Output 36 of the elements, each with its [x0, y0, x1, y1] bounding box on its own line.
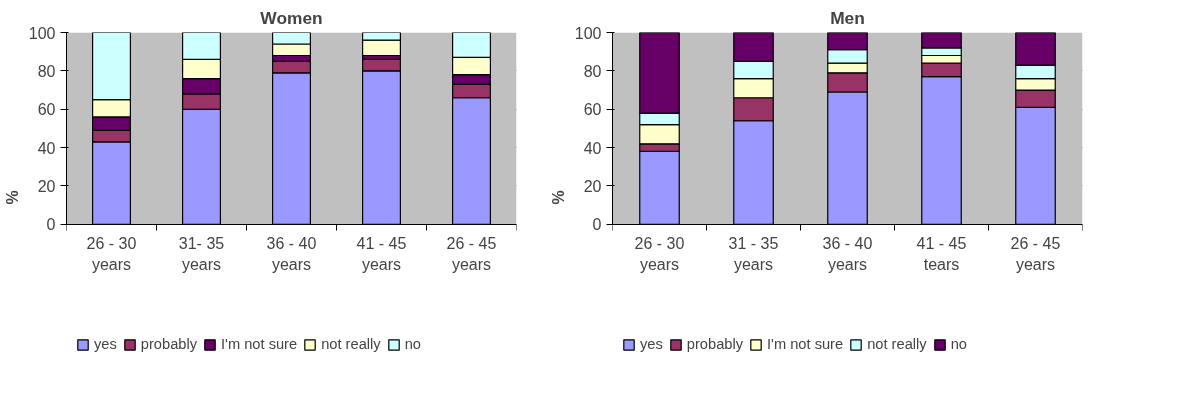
x-tick-label: 36 - 40 years — [266, 235, 317, 273]
y-axis-title: % — [549, 190, 567, 205]
legend-label: not really — [321, 336, 381, 352]
x-tick-label: 26 - 30 years — [86, 235, 137, 273]
y-tick-label: 0 — [46, 216, 56, 234]
chart-title: Men — [830, 7, 865, 28]
x-tick-label: 26 - 45 years — [446, 235, 497, 273]
x-tick-label: 26 - 30 years — [634, 235, 685, 273]
y-tick-label: 60 — [37, 101, 56, 119]
legend-label: I'm not sure — [767, 336, 844, 352]
y-tick-label: 20 — [583, 177, 602, 195]
legend-label: probably — [686, 336, 744, 352]
legend-label: probably — [140, 336, 198, 352]
x-tick-label: 41 - 45 years — [356, 235, 407, 273]
y-tick-label: 40 — [37, 139, 56, 157]
y-axis-title: % — [3, 190, 21, 205]
y-tick-label: 0 — [592, 216, 602, 234]
legend-label: yes — [94, 336, 117, 352]
x-tick-label: 31- 35 years — [178, 235, 225, 273]
legend-label: yes — [640, 336, 663, 352]
y-tick-label: 40 — [583, 139, 602, 157]
legend-label: no — [950, 336, 968, 352]
x-tick-label: 26 - 45 years — [1010, 235, 1061, 273]
y-tick-label: 100 — [574, 24, 602, 42]
x-tick-label: 31 - 35 years — [728, 235, 779, 273]
y-tick-label: 80 — [583, 62, 602, 80]
y-tick-label: 100 — [28, 24, 56, 42]
legend-label: not really — [867, 336, 927, 352]
y-tick-label: 20 — [37, 177, 56, 195]
x-tick-label: 41 - 45 tears — [916, 235, 967, 273]
chart-title: Women — [260, 7, 323, 28]
legend-label: I'm not sure — [221, 336, 298, 352]
x-tick-label: 36 - 40 years — [822, 235, 873, 273]
y-tick-label: 80 — [37, 62, 56, 80]
legend-label: no — [404, 336, 422, 352]
y-tick-label: 60 — [583, 101, 602, 119]
